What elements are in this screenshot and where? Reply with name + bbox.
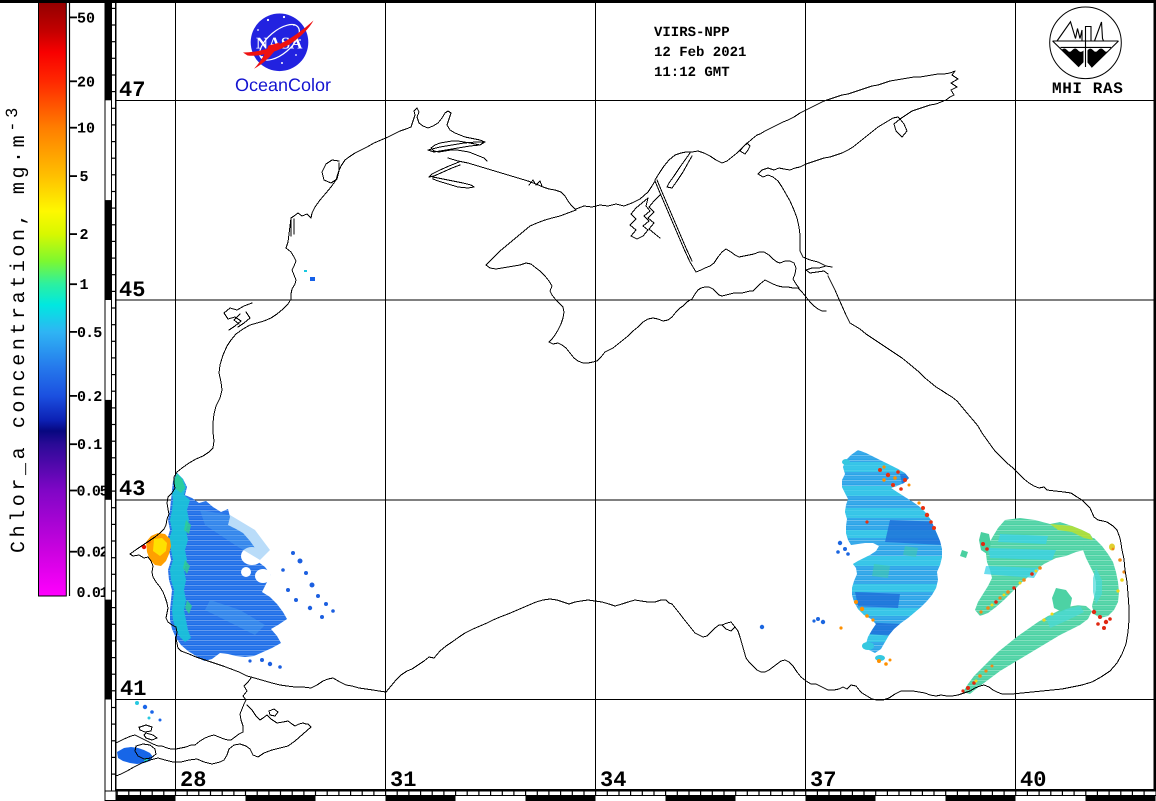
svg-text:0.1: 0.1 bbox=[77, 437, 102, 454]
svg-text:43: 43 bbox=[119, 477, 145, 502]
svg-text:20: 20 bbox=[77, 74, 95, 91]
svg-text:0.02: 0.02 bbox=[77, 545, 109, 562]
svg-text:MHI RAS: MHI RAS bbox=[1052, 80, 1123, 98]
svg-text:31: 31 bbox=[390, 768, 416, 793]
svg-text:0.05: 0.05 bbox=[77, 484, 109, 501]
svg-text:0.2: 0.2 bbox=[77, 389, 102, 406]
svg-text:2: 2 bbox=[80, 227, 89, 244]
svg-text:10: 10 bbox=[77, 121, 95, 138]
svg-text:34: 34 bbox=[600, 768, 626, 793]
svg-text:40: 40 bbox=[1020, 768, 1046, 793]
svg-text:0.5: 0.5 bbox=[77, 325, 102, 342]
svg-text:OceanColor: OceanColor bbox=[235, 75, 331, 95]
svg-text:41: 41 bbox=[120, 677, 146, 702]
svg-text:11:12 GMT: 11:12 GMT bbox=[654, 65, 730, 81]
svg-text:28: 28 bbox=[180, 768, 206, 793]
svg-text:5: 5 bbox=[80, 169, 89, 186]
svg-text:45: 45 bbox=[119, 278, 145, 303]
svg-text:1: 1 bbox=[80, 277, 89, 294]
svg-text:VIIRS-NPP: VIIRS-NPP bbox=[654, 25, 730, 41]
svg-text:Chlor_a concentration, mg·m-3: Chlor_a concentration, mg·m-3 bbox=[4, 104, 31, 553]
svg-text:0.01: 0.01 bbox=[77, 585, 109, 602]
svg-text:50: 50 bbox=[77, 10, 95, 27]
svg-text:47: 47 bbox=[119, 78, 145, 103]
svg-text:37: 37 bbox=[810, 768, 836, 793]
svg-text:12 Feb 2021: 12 Feb 2021 bbox=[654, 45, 746, 61]
